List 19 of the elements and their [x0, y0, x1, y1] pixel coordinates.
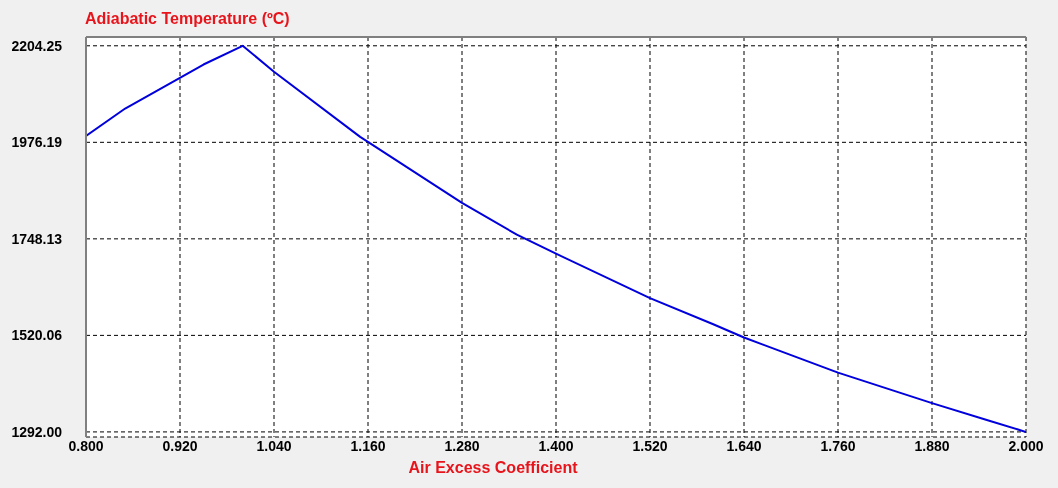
- x-tick-label: 0.920: [162, 437, 198, 454]
- x-tick-label: 1.760: [820, 437, 856, 454]
- x-tick-label: 1.640: [726, 437, 762, 454]
- line-series: [86, 44, 1026, 433]
- y-axis-title: Adiabatic Temperature (ºC): [85, 9, 290, 29]
- x-tick-label: 1.520: [632, 437, 668, 454]
- x-tick-label: 1.160: [350, 437, 386, 454]
- y-tick-label: 1292.00: [11, 423, 63, 440]
- x-tick-label: 1.880: [914, 437, 950, 454]
- y-tick-label: 2204.25: [11, 37, 63, 54]
- x-tick-label: 0.800: [68, 437, 104, 454]
- y-tick-label: 1976.19: [11, 134, 63, 151]
- x-tick-label: 1.280: [444, 437, 480, 454]
- x-axis-title: Air Excess Coefficient: [408, 458, 578, 478]
- x-tick-label: 2.000: [1008, 437, 1044, 454]
- x-tick-label: 1.040: [256, 437, 292, 454]
- x-tick-label: 1.400: [538, 437, 574, 454]
- y-tick-label: 1748.13: [11, 230, 63, 247]
- y-tick-label: 1520.06: [11, 327, 63, 344]
